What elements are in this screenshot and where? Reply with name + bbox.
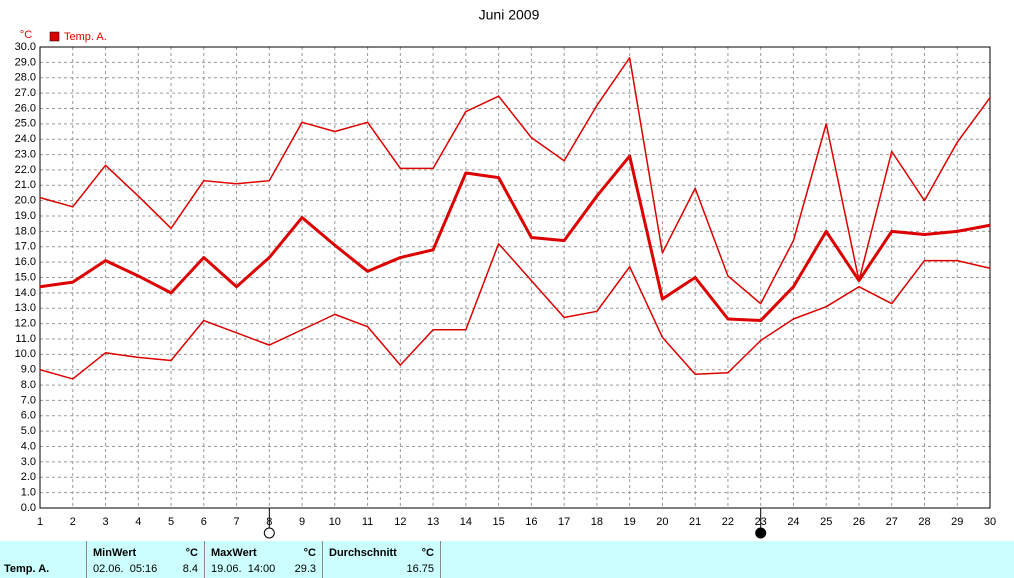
chart: Juni 2009 °C 0.0 1.0 2.0 3.0 4.0 5.0 6.0 7.0 8.0… bbox=[15, 7, 996, 539]
y-tick-label: 3.0 bbox=[21, 456, 36, 468]
x-tick-label: 11 bbox=[362, 516, 373, 528]
y-tick-label: 30.0 bbox=[15, 41, 36, 53]
x-tick-label: 20 bbox=[656, 516, 668, 528]
column-value: 29.3 bbox=[294, 563, 316, 575]
y-tick-label: 8.0 bbox=[21, 379, 36, 391]
y-tick-label: 23.0 bbox=[15, 148, 36, 160]
y-tick-label: 27.0 bbox=[15, 87, 36, 99]
x-tick-label: 5 bbox=[168, 516, 174, 528]
y-tick-label: 25.0 bbox=[15, 118, 36, 130]
y-tick-label: 0.0 bbox=[21, 502, 36, 514]
y-unit: °C bbox=[20, 29, 32, 41]
column-when: 02.06. 05:16 bbox=[93, 563, 158, 575]
x-tick-label: 4 bbox=[135, 516, 141, 528]
x-tick-label: 30 bbox=[984, 516, 996, 528]
y-tick-label: 11.0 bbox=[15, 333, 36, 345]
chart-title: Juni 2009 bbox=[479, 7, 540, 23]
x-tick-label: 19 bbox=[624, 516, 636, 528]
x-tick-label: 29 bbox=[951, 516, 963, 528]
x-tick-label: 3 bbox=[102, 516, 108, 528]
summary-table: Temp. A. MinWert °C 02.06. 05:16 8.4 MaxWert… bbox=[0, 541, 1014, 578]
x-tick-label: 12 bbox=[394, 516, 406, 528]
y-tick-label: 10.0 bbox=[15, 348, 36, 360]
x-tick-label: 6 bbox=[201, 516, 207, 528]
legend-label: Temp. A. bbox=[64, 31, 107, 43]
y-tick-label: 22.0 bbox=[15, 164, 36, 176]
x-tick-label: 17 bbox=[558, 516, 570, 528]
column-value: 8.4 bbox=[182, 563, 198, 575]
x-tick-label: 13 bbox=[427, 516, 439, 528]
y-tick-label: 7.0 bbox=[21, 394, 36, 406]
x-tick-label: 21 bbox=[689, 516, 701, 528]
column-unit: °C bbox=[421, 547, 434, 559]
column-header: MaxWert bbox=[211, 547, 257, 559]
y-tick-label: 20.0 bbox=[15, 195, 36, 207]
x-tick-label: 27 bbox=[886, 516, 898, 528]
y-tick-label: 19.0 bbox=[15, 210, 36, 222]
y-tick-label: 13.0 bbox=[15, 302, 36, 314]
y-tick-label: 28.0 bbox=[15, 72, 36, 84]
x-tick-label: 16 bbox=[525, 516, 537, 528]
y-tick-label: 26.0 bbox=[15, 102, 36, 114]
x-tick-label: 15 bbox=[492, 516, 504, 528]
line-values bbox=[39, 154, 991, 323]
x-tick-label: 14 bbox=[460, 516, 472, 528]
column-value: 16.75 bbox=[406, 563, 434, 575]
column-header: MinWert bbox=[93, 547, 137, 559]
y-tick-label: 12.0 bbox=[15, 318, 36, 330]
y-tick-label: 2.0 bbox=[21, 471, 36, 483]
x-tick-label: 24 bbox=[787, 516, 799, 528]
x-tick-label: 1 bbox=[37, 516, 43, 528]
legend-swatch bbox=[49, 31, 60, 42]
y-tick-label: 9.0 bbox=[21, 364, 36, 376]
x-tick-label: 18 bbox=[591, 516, 603, 528]
y-tick-label: 29.0 bbox=[15, 56, 36, 68]
y-tick-label: 18.0 bbox=[15, 225, 36, 237]
x-tick-label: 10 bbox=[329, 516, 341, 528]
line-high bbox=[39, 57, 991, 305]
x-tick-label: 28 bbox=[918, 516, 930, 528]
x-tick-label: 9 bbox=[299, 516, 305, 528]
x-tick-label: 22 bbox=[722, 516, 734, 528]
column-when: 19.06. 14:00 bbox=[211, 563, 276, 575]
x-tick-label: 7 bbox=[233, 516, 239, 528]
y-tick-label: 4.0 bbox=[21, 440, 36, 452]
table-cell: Durchschnitt °C 16.75 bbox=[323, 541, 441, 578]
y-tick-label: 1.0 bbox=[21, 487, 36, 499]
y-tick-label: 16.0 bbox=[15, 256, 36, 268]
column-unit: °C bbox=[303, 547, 316, 559]
moon-phase bbox=[263, 527, 275, 539]
row-label-cell: Temp. A. bbox=[0, 541, 87, 578]
column-header: Durchschnitt bbox=[329, 547, 397, 559]
y-tick-label: 5.0 bbox=[21, 425, 36, 437]
column-unit: °C bbox=[185, 547, 198, 559]
y-tick-label: 17.0 bbox=[15, 241, 36, 253]
row-label: Temp. A. bbox=[4, 563, 50, 575]
y-tick-label: 14.0 bbox=[15, 287, 36, 299]
y-tick-label: 21.0 bbox=[15, 179, 36, 191]
x-tick-label: 2 bbox=[70, 516, 76, 528]
y-tick-label: 6.0 bbox=[21, 410, 36, 422]
plot-frame bbox=[39, 46, 991, 509]
y-tick-label: 24.0 bbox=[15, 133, 36, 145]
table-cell: MinWert °C 02.06. 05:16 8.4 bbox=[87, 541, 205, 578]
y-tick-label: 15.0 bbox=[15, 271, 36, 283]
line-low bbox=[39, 242, 991, 380]
x-tick-label: 25 bbox=[820, 516, 832, 528]
moon-phase bbox=[755, 527, 767, 539]
x-tick-label: 26 bbox=[853, 516, 865, 528]
table-cell: MaxWert °C 19.06. 14:00 29.3 bbox=[205, 541, 323, 578]
